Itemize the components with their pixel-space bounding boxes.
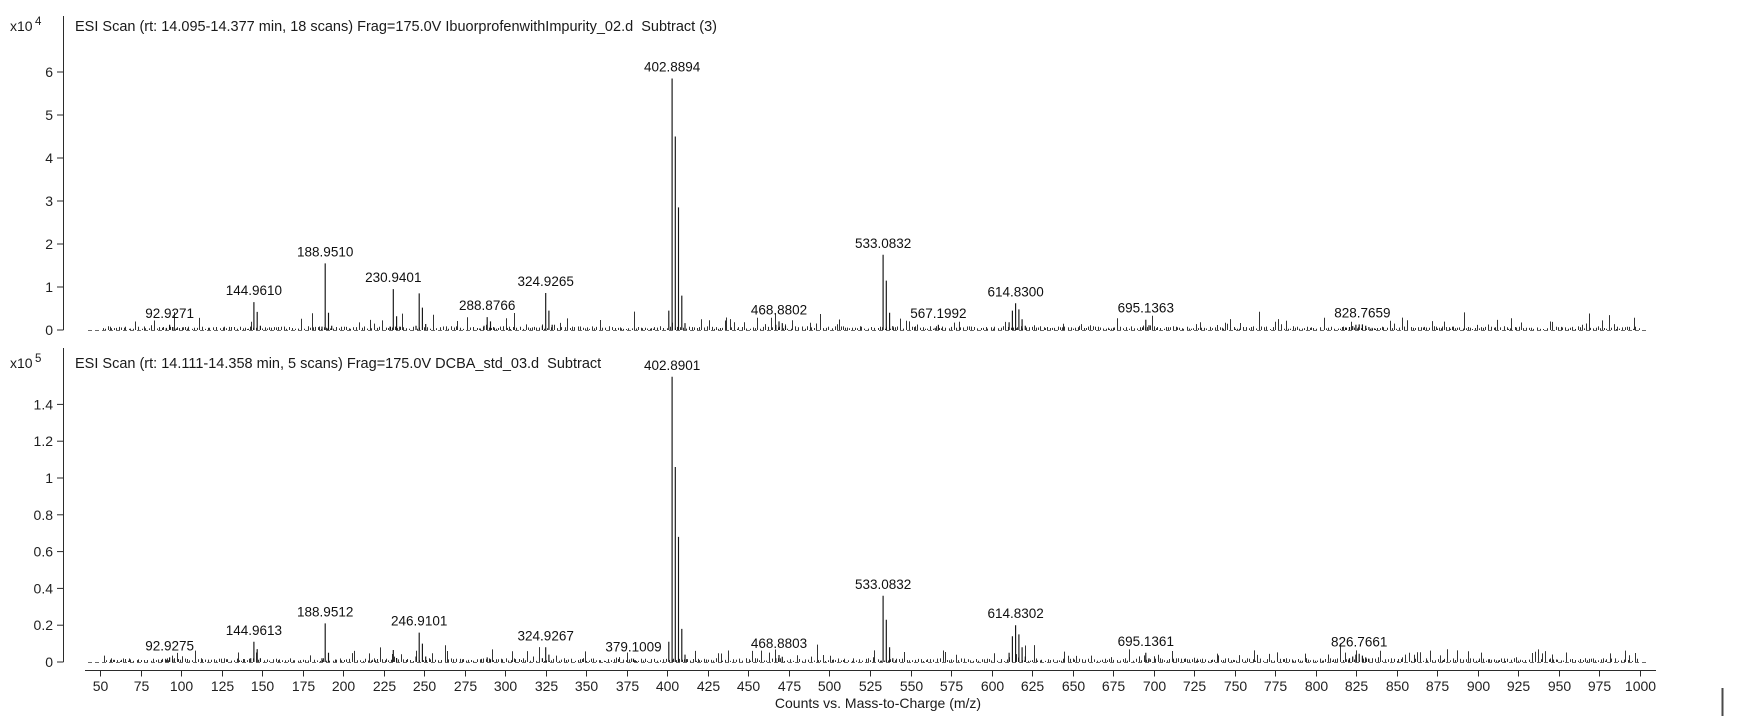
x-tick-label: 675: [1102, 678, 1126, 694]
x-tick-label: 375: [616, 678, 640, 694]
panel2-y-unit: x10: [10, 355, 33, 371]
y-tick-label: 0.4: [34, 580, 54, 596]
peak-label: 695.1361: [1118, 634, 1174, 649]
spectra-plot-area: 0 1 2 3 4 5 6 92.9271 144.9610 188.9510 230.9401 28…: [34, 16, 1724, 716]
x-tick-label: 875: [1426, 678, 1450, 694]
peak-label: 324.9265: [518, 274, 574, 289]
y-tick-label: 0: [45, 322, 53, 338]
peak-label: 614.8302: [987, 606, 1043, 621]
noise-trace: [104, 643, 1638, 662]
x-tick-label: 825: [1345, 678, 1369, 694]
panel1-y-unit: x10: [10, 18, 33, 34]
x-tick-label: 50: [93, 678, 109, 694]
x-tick-label: 100: [170, 678, 194, 694]
y-tick-label: 1: [45, 279, 53, 295]
y-tick-label: 1.2: [34, 433, 54, 449]
x-axis-title: Counts vs. Mass-to-Charge (m/z): [775, 695, 981, 711]
peak-label: 468.8803: [751, 636, 807, 651]
x-tick-label: 575: [940, 678, 964, 694]
panel2-y-exponent: 5: [35, 353, 41, 365]
peak-label: 288.8766: [459, 298, 515, 313]
x-tick-label: 725: [1183, 678, 1207, 694]
y-tick-label: 6: [45, 64, 53, 80]
x-tick-label: 500: [818, 678, 842, 694]
peak-label: 826.7661: [1331, 635, 1387, 650]
y-tick-label: 0.2: [34, 617, 54, 633]
x-tick-label: 600: [981, 678, 1005, 694]
x-tick-label: 175: [292, 678, 316, 694]
y-tick-label: 1.4: [34, 396, 54, 412]
x-tick-label: 450: [737, 678, 761, 694]
x-tick-label: 550: [900, 678, 924, 694]
peak-label: 230.9401: [365, 270, 421, 285]
x-tick-label: 125: [211, 678, 235, 694]
peak-label: 144.9613: [226, 623, 282, 638]
x-tick-label: 625: [1021, 678, 1045, 694]
y-tick-label: 2: [45, 236, 53, 252]
peak-label: 402.8894: [644, 60, 701, 75]
peak-label: 614.8300: [987, 284, 1043, 299]
peak-label: 92.9271: [145, 306, 194, 321]
peak-label: 188.9512: [297, 604, 353, 619]
peak-label: 533.0832: [855, 577, 911, 592]
x-tick-label: 525: [859, 678, 883, 694]
panel-2: 0 0.2 0.4 0.6 0.8 1 1.2 1.4 92.9275 144.9613 188.9…: [34, 348, 1648, 670]
x-tick-label: 275: [454, 678, 478, 694]
y-tick-label: 3: [45, 193, 53, 209]
y-tick-label: 0: [45, 654, 53, 670]
peak-label: 246.9101: [391, 614, 447, 629]
x-tick-label: 750: [1224, 678, 1248, 694]
x-tick-label: 900: [1467, 678, 1491, 694]
x-tick-label: 325: [535, 678, 559, 694]
x-tick-label: 225: [373, 678, 397, 694]
x-tick-label: 200: [332, 678, 356, 694]
x-tick-label: 75: [134, 678, 150, 694]
panel1-title: ESI Scan (rt: 14.095-14.377 min, 18 scan…: [75, 19, 717, 35]
peak-label: 188.9510: [297, 244, 353, 259]
y-tick-label: 4: [45, 150, 53, 166]
x-tick-label: 475: [778, 678, 802, 694]
peak-label: 379.1009: [605, 640, 661, 655]
y-tick-label: 0.8: [34, 507, 54, 523]
peak-label: 324.9267: [518, 628, 574, 643]
peak-label: 402.8901: [644, 358, 700, 373]
x-tick-label: 300: [494, 678, 518, 694]
y-tick-label: 0.6: [34, 544, 54, 560]
peak-lines: [165, 78, 1376, 330]
peak-label: 828.7659: [1334, 305, 1390, 320]
y-tick-label: 1: [45, 470, 53, 486]
x-tick-label: 850: [1386, 678, 1410, 694]
x-axis: 50 75 100 125 150 175 200 225 250 275 300 325 350 375…: [85, 670, 1656, 694]
peak-lines: [165, 376, 1370, 662]
panel2-title: ESI Scan (rt: 14.111-14.358 min, 5 scans…: [75, 356, 601, 372]
x-tick-label: 650: [1062, 678, 1086, 694]
peak-label: 567.1992: [910, 306, 966, 321]
x-tick-label: 975: [1588, 678, 1612, 694]
panel-1: 0 1 2 3 4 5 6 92.9271 144.9610 188.9510 230.9401 28…: [45, 16, 1648, 338]
x-tick-label: 400: [656, 678, 680, 694]
noise-trace: [103, 311, 1640, 330]
y-tick-label: 5: [45, 107, 53, 123]
peak-label: 468.8802: [751, 302, 807, 317]
x-tick-label: 950: [1548, 678, 1572, 694]
x-tick-label: 350: [575, 678, 599, 694]
x-tick-label: 425: [697, 678, 721, 694]
x-tick-label: 925: [1507, 678, 1531, 694]
x-tick-label: 775: [1264, 678, 1288, 694]
panel1-y-exponent: 4: [35, 16, 42, 28]
x-tick-label: 150: [251, 678, 275, 694]
x-tick-label: 700: [1143, 678, 1167, 694]
peak-label: 144.9610: [226, 283, 282, 298]
x-tick-label: 250: [413, 678, 437, 694]
x-tick-label: 800: [1305, 678, 1329, 694]
peak-label: 695.1363: [1118, 301, 1174, 316]
peak-label: 533.0832: [855, 236, 911, 251]
peak-label: 92.9275: [145, 638, 194, 653]
x-tick-label: 1000: [1625, 678, 1656, 694]
